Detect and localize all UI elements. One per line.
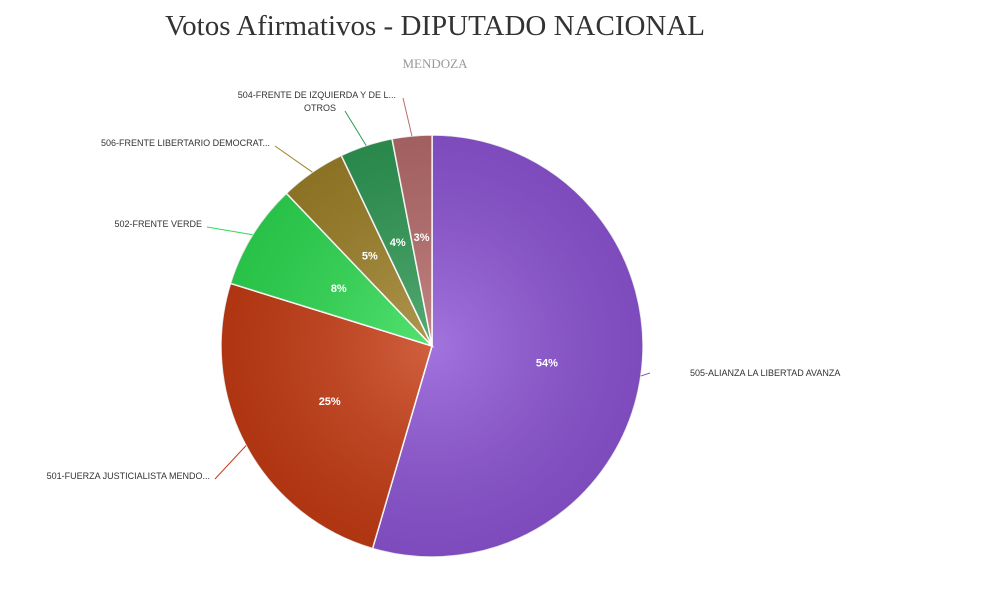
slice-connector-line xyxy=(274,145,313,173)
chart-title: Votos Afirmativos - DIPUTADO NACIONAL xyxy=(164,10,706,42)
slice-name-label: 505-ALIANZA LA LIBERTAD AVANZA xyxy=(690,368,840,378)
slice-connector-line xyxy=(402,97,413,137)
slice-percent-label: 25% xyxy=(319,396,341,408)
slice-percent-label: 4% xyxy=(390,237,406,249)
pie-slice-shading xyxy=(392,135,432,346)
slice-connector-line xyxy=(206,226,253,236)
slice-percent-label: 54% xyxy=(536,358,558,370)
pie-slice-shading xyxy=(372,135,643,557)
pie-slice-shading xyxy=(230,193,432,346)
pie-slice-shading xyxy=(220,283,432,549)
slice-connector-line xyxy=(640,372,651,377)
slice-connector-line xyxy=(344,110,367,146)
slice-name-label: 501-FUERZA JUSTICIALISTA MENDO... xyxy=(47,471,210,481)
slice-percent-label: 3% xyxy=(414,232,430,244)
slice-percent-label: 5% xyxy=(362,251,378,263)
slice-name-label: 504-FRENTE DE IZQUIERDA Y DE L... xyxy=(238,90,396,100)
slice-name-label: 502-FRENTE VERDE xyxy=(114,219,202,229)
slice-percent-label: 8% xyxy=(331,283,347,295)
slice-name-label: 506-FRENTE LIBERTARIO DEMOCRAT... xyxy=(101,138,270,148)
slice-name-label: OTROS xyxy=(304,103,336,113)
chart-subtitle: MENDOZA xyxy=(402,56,468,71)
pie-slice-shading xyxy=(341,138,432,346)
pie-slice-shading xyxy=(286,155,432,346)
slice-connector-line xyxy=(214,445,247,480)
